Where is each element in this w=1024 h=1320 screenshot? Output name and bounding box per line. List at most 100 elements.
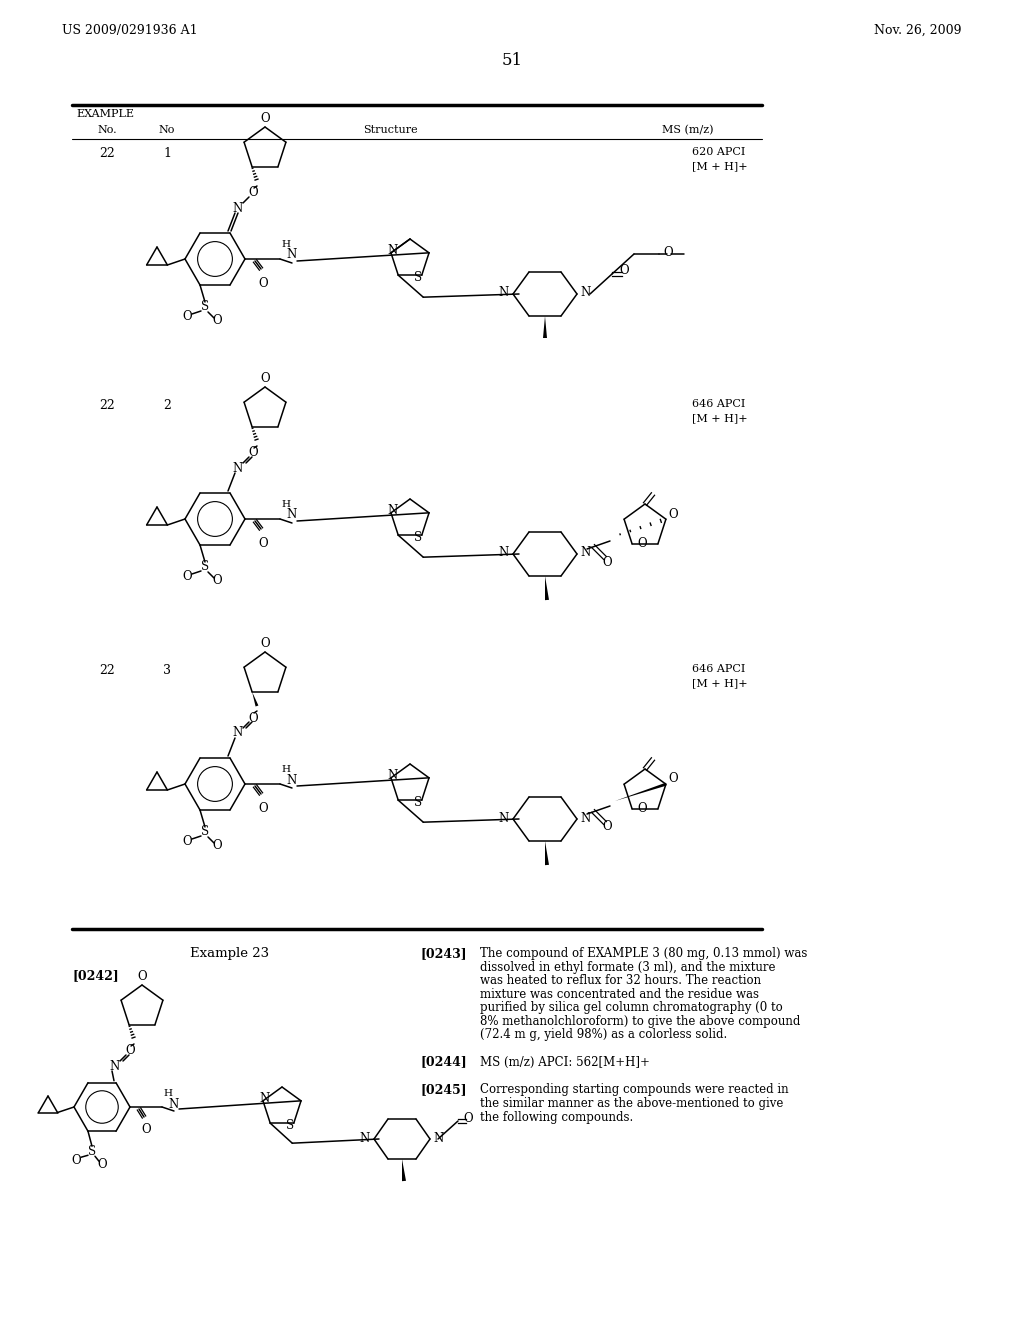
- Text: O: O: [182, 836, 191, 849]
- Text: 51: 51: [502, 51, 522, 69]
- Polygon shape: [615, 783, 667, 801]
- Text: O: O: [137, 970, 146, 983]
- Polygon shape: [545, 841, 549, 865]
- Text: 22: 22: [99, 147, 115, 160]
- Text: H: H: [164, 1089, 172, 1098]
- Text: N: N: [287, 508, 297, 521]
- Text: O: O: [463, 1113, 473, 1126]
- Text: was heated to reflux for 32 hours. The reaction: was heated to reflux for 32 hours. The r…: [480, 974, 761, 987]
- Text: (72.4 m g, yield 98%) as a colorless solid.: (72.4 m g, yield 98%) as a colorless sol…: [480, 1028, 727, 1041]
- Text: N: N: [581, 286, 591, 300]
- Text: purified by silica gel column chromatography (0 to: purified by silica gel column chromatogr…: [480, 1001, 782, 1014]
- Text: O: O: [260, 638, 269, 649]
- Text: N: N: [232, 726, 243, 739]
- Text: S: S: [414, 271, 422, 284]
- Text: N: N: [169, 1097, 179, 1110]
- Text: O: O: [125, 1044, 135, 1057]
- Text: O: O: [664, 247, 673, 260]
- Text: S: S: [201, 825, 209, 838]
- Text: N: N: [581, 812, 591, 825]
- Polygon shape: [402, 1159, 406, 1181]
- Text: O: O: [212, 840, 222, 853]
- Text: 22: 22: [99, 399, 115, 412]
- Text: O: O: [248, 186, 258, 199]
- Polygon shape: [545, 576, 549, 601]
- Text: N: N: [359, 1131, 370, 1144]
- Text: O: O: [260, 112, 269, 125]
- Text: S: S: [414, 531, 422, 544]
- Text: O: O: [248, 711, 258, 725]
- Text: O: O: [97, 1158, 106, 1171]
- Text: 3: 3: [163, 664, 171, 677]
- Text: O: O: [602, 821, 611, 833]
- Text: H: H: [282, 240, 291, 249]
- Text: US 2009/0291936 A1: US 2009/0291936 A1: [62, 24, 198, 37]
- Text: S: S: [414, 796, 422, 809]
- Text: O: O: [637, 803, 647, 816]
- Text: N: N: [499, 812, 509, 825]
- Text: N: N: [388, 504, 398, 517]
- Text: N: N: [232, 202, 243, 214]
- Text: 646 APCI: 646 APCI: [692, 664, 745, 675]
- Text: S: S: [201, 301, 209, 313]
- Text: No.: No.: [97, 125, 117, 135]
- Text: N: N: [110, 1060, 120, 1072]
- Text: [M + H]+: [M + H]+: [692, 413, 748, 422]
- Text: S: S: [201, 561, 209, 573]
- Text: H: H: [282, 500, 291, 510]
- Text: O: O: [258, 277, 268, 290]
- Text: Structure: Structure: [362, 125, 418, 135]
- Text: O: O: [260, 372, 269, 385]
- Text: S: S: [88, 1144, 96, 1158]
- Text: 620 APCI: 620 APCI: [692, 147, 745, 157]
- Text: N: N: [434, 1131, 444, 1144]
- Text: N: N: [287, 774, 297, 787]
- Text: No: No: [159, 125, 175, 135]
- Text: Nov. 26, 2009: Nov. 26, 2009: [874, 24, 962, 37]
- Text: N: N: [499, 286, 509, 300]
- Text: 646 APCI: 646 APCI: [692, 399, 745, 409]
- Text: O: O: [182, 570, 191, 583]
- Text: 8% methanolchloroform) to give the above compound: 8% methanolchloroform) to give the above…: [480, 1015, 801, 1027]
- Text: N: N: [232, 462, 243, 474]
- Text: [0245]: [0245]: [420, 1084, 467, 1097]
- Text: O: O: [212, 574, 222, 587]
- Text: MS (m/z): MS (m/z): [663, 125, 714, 136]
- Text: N: N: [287, 248, 297, 261]
- Polygon shape: [252, 692, 258, 706]
- Text: mixture was concentrated and the residue was: mixture was concentrated and the residue…: [480, 987, 759, 1001]
- Text: N: N: [499, 546, 509, 560]
- Text: O: O: [258, 803, 268, 814]
- Text: Corresponding starting compounds were reacted in: Corresponding starting compounds were re…: [480, 1084, 788, 1097]
- Text: N: N: [388, 770, 398, 783]
- Text: O: O: [669, 772, 678, 785]
- Text: [M + H]+: [M + H]+: [692, 161, 748, 172]
- Text: [M + H]+: [M + H]+: [692, 678, 748, 688]
- Text: O: O: [248, 446, 258, 459]
- Text: MS (m/z) APCI: 562[M+H]+: MS (m/z) APCI: 562[M+H]+: [480, 1056, 650, 1068]
- Text: EXAMPLE: EXAMPLE: [76, 110, 134, 119]
- Text: N: N: [388, 244, 398, 257]
- Text: [0242]: [0242]: [72, 969, 119, 982]
- Text: O: O: [141, 1123, 151, 1137]
- Text: O: O: [602, 556, 611, 569]
- Text: dissolved in ethyl formate (3 ml), and the mixture: dissolved in ethyl formate (3 ml), and t…: [480, 961, 775, 974]
- Text: O: O: [72, 1154, 81, 1167]
- Text: 22: 22: [99, 664, 115, 677]
- Text: N: N: [581, 546, 591, 560]
- Polygon shape: [543, 315, 547, 338]
- Text: S: S: [286, 1118, 294, 1131]
- Text: The compound of EXAMPLE 3 (80 mg, 0.13 mmol) was: The compound of EXAMPLE 3 (80 mg, 0.13 m…: [480, 946, 807, 960]
- Text: the similar manner as the above-mentioned to give: the similar manner as the above-mentione…: [480, 1097, 783, 1110]
- Text: Example 23: Example 23: [190, 946, 269, 960]
- Text: 1: 1: [163, 147, 171, 160]
- Text: O: O: [669, 507, 678, 520]
- Text: O: O: [620, 264, 629, 276]
- Text: H: H: [282, 766, 291, 774]
- Text: O: O: [258, 537, 268, 550]
- Text: [0243]: [0243]: [420, 946, 467, 960]
- Text: 2: 2: [163, 399, 171, 412]
- Text: O: O: [182, 310, 191, 323]
- Text: the following compounds.: the following compounds.: [480, 1110, 633, 1123]
- Text: O: O: [212, 314, 222, 327]
